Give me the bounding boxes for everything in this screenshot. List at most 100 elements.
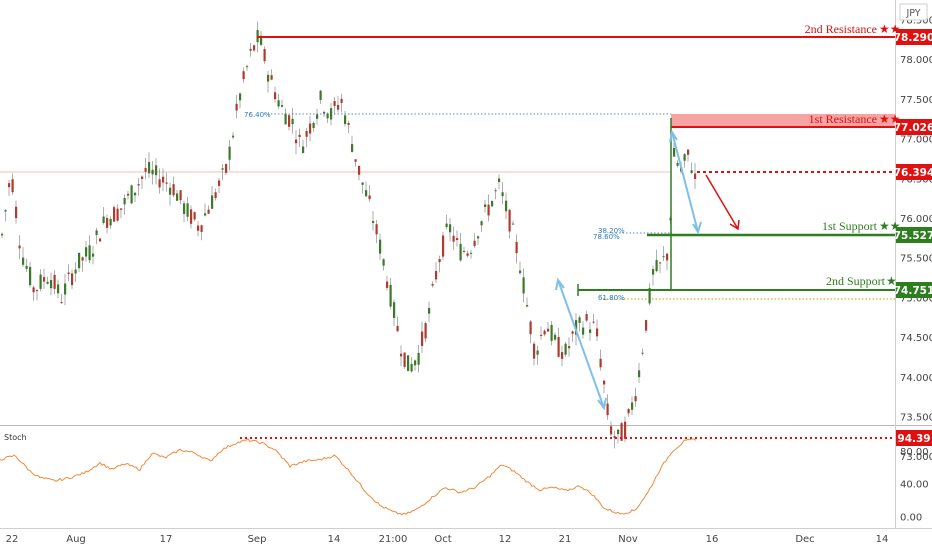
candle — [456, 238, 459, 241]
time-tick-label: 16 — [706, 534, 719, 545]
candle — [372, 221, 375, 223]
candle — [218, 180, 221, 186]
candle — [652, 269, 655, 275]
candle — [169, 187, 172, 195]
candle — [606, 403, 609, 416]
candle — [554, 334, 557, 340]
candle — [36, 290, 39, 292]
r2-badge — [896, 29, 932, 45]
price-tick-label: 74.500 — [900, 333, 932, 344]
candle — [470, 252, 473, 254]
time-tick-label: 21:00 — [379, 534, 408, 545]
candle — [228, 146, 231, 160]
candle — [309, 123, 312, 134]
candle — [438, 259, 441, 263]
candle — [319, 90, 322, 100]
candle — [204, 213, 207, 216]
swing-arrowhead-up — [669, 129, 678, 143]
candle — [211, 195, 214, 209]
r2-label: 2nd Resistance — [805, 22, 877, 36]
candle — [109, 218, 112, 226]
time-tick-label: Oct — [434, 534, 451, 545]
price-tick-label: 74.000 — [900, 373, 932, 384]
candle — [197, 225, 200, 231]
currency-badge — [899, 3, 928, 21]
candle — [547, 328, 550, 332]
candle — [151, 169, 154, 175]
candle — [617, 429, 620, 435]
candle — [235, 103, 238, 111]
candle — [165, 182, 168, 184]
candle — [645, 320, 648, 331]
candle — [57, 284, 60, 294]
candle — [351, 144, 354, 152]
candle — [253, 45, 256, 51]
candle — [631, 402, 634, 410]
candle — [85, 247, 88, 257]
candle — [176, 193, 179, 201]
candle — [214, 192, 217, 199]
time-tick-label: Aug — [66, 534, 86, 545]
swing-arrows — [555, 129, 702, 411]
candle — [498, 178, 501, 182]
candle — [435, 271, 438, 280]
price-tick-label: 75.500 — [900, 254, 932, 265]
candle — [501, 192, 504, 197]
candle — [512, 223, 515, 225]
candle — [288, 115, 291, 127]
candle — [634, 396, 637, 402]
candle — [690, 170, 693, 173]
candle — [270, 75, 273, 80]
candle — [624, 421, 627, 439]
candle — [417, 352, 420, 365]
candle — [543, 330, 546, 335]
candle — [1, 233, 4, 236]
candle — [687, 149, 690, 155]
candle — [323, 112, 326, 114]
time-tick-label: Sep — [248, 534, 267, 545]
stoch-label: Stoch — [4, 433, 27, 442]
candle — [487, 204, 490, 216]
candle — [589, 329, 592, 333]
stoch-tick-label: 40.00 — [900, 480, 929, 491]
candle — [344, 115, 347, 125]
pivot-badge — [896, 164, 932, 180]
candle — [67, 272, 70, 275]
candle — [347, 122, 350, 125]
candle — [29, 266, 32, 286]
candle — [386, 281, 389, 288]
time-axis[interactable]: 22 Aug 17 Sep 14 21:00 Oct 12 21 Nov 16 Dec 14 — [6, 534, 889, 545]
candle — [641, 352, 644, 354]
candle — [333, 101, 336, 106]
candle — [550, 324, 553, 341]
candle — [599, 358, 602, 368]
candle — [267, 74, 270, 82]
time-tick-label: 14 — [328, 534, 341, 545]
price-pane — [0, 0, 895, 425]
candle — [242, 71, 245, 80]
candle — [22, 257, 25, 265]
candle — [519, 270, 522, 274]
candle — [396, 325, 399, 332]
candle — [53, 274, 56, 289]
candle — [414, 360, 417, 366]
candle — [603, 380, 606, 385]
candle — [291, 118, 294, 125]
candle — [78, 252, 81, 269]
candle — [15, 206, 18, 219]
time-tick-label: 21 — [559, 534, 572, 545]
candle — [337, 104, 340, 110]
time-tick-label: Dec — [795, 534, 814, 545]
fib-label-61: 61.80% — [598, 294, 625, 302]
r1-badge-value: 77.026 — [894, 122, 932, 134]
time-tick-label: 12 — [499, 534, 512, 545]
s2-badge-value: 74.751 — [894, 285, 932, 297]
candle — [95, 230, 98, 236]
s1-badge-value: 75.527 — [894, 230, 932, 242]
candle — [659, 262, 662, 264]
s1-stars: ★★ — [879, 219, 901, 233]
candle — [116, 208, 119, 221]
candle — [494, 190, 497, 192]
candle — [295, 139, 298, 144]
